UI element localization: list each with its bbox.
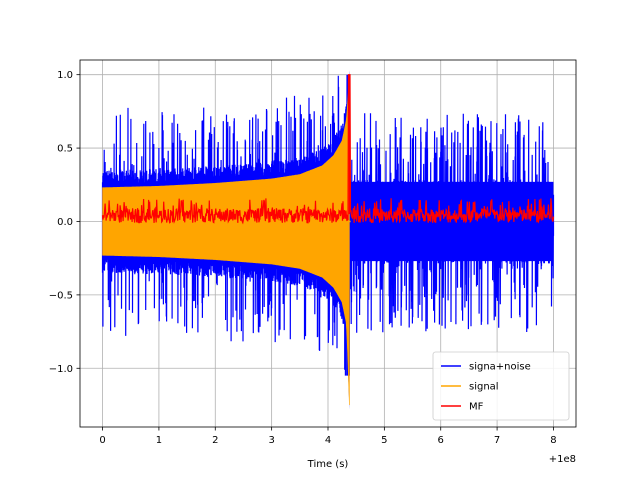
legend-box — [432, 351, 570, 421]
x-tick-label: 3 — [268, 435, 274, 446]
mf-line — [101, 74, 555, 225]
y-axis-ticks: −1.0 −0.5 0.0 0.5 1.0 — [49, 70, 80, 375]
y-tick-label: 1.0 — [57, 70, 73, 81]
y-tick-label: −0.5 — [49, 290, 73, 301]
legend: signa+noise signal MF — [432, 351, 570, 421]
x-axis-offset-label: +1e8 — [549, 454, 576, 465]
x-axis-label: Time (s) — [307, 459, 349, 470]
legend-label: MF — [469, 402, 484, 413]
x-tick-label: 8 — [550, 435, 556, 446]
signal-envelope — [102, 74, 350, 406]
legend-label: signal — [469, 382, 499, 393]
y-tick-label: 0.5 — [57, 144, 73, 155]
x-tick-label: 6 — [438, 435, 444, 446]
x-tick-label: 5 — [381, 435, 387, 446]
x-tick-label: 2 — [212, 435, 218, 446]
y-tick-label: −1.0 — [49, 364, 73, 375]
legend-label: signa+noise — [469, 362, 531, 373]
x-tick-label: 4 — [325, 435, 331, 446]
series-mf — [101, 74, 555, 225]
x-tick-label: 7 — [494, 435, 500, 446]
x-tick-label: 1 — [156, 435, 162, 446]
post-merger-noise-body — [350, 181, 554, 262]
x-axis-ticks: 0 1 2 3 4 5 6 7 8 — [99, 427, 557, 446]
series-signal — [102, 74, 351, 406]
y-tick-label: 0.0 — [57, 217, 73, 228]
x-tick-label: 0 — [99, 435, 105, 446]
